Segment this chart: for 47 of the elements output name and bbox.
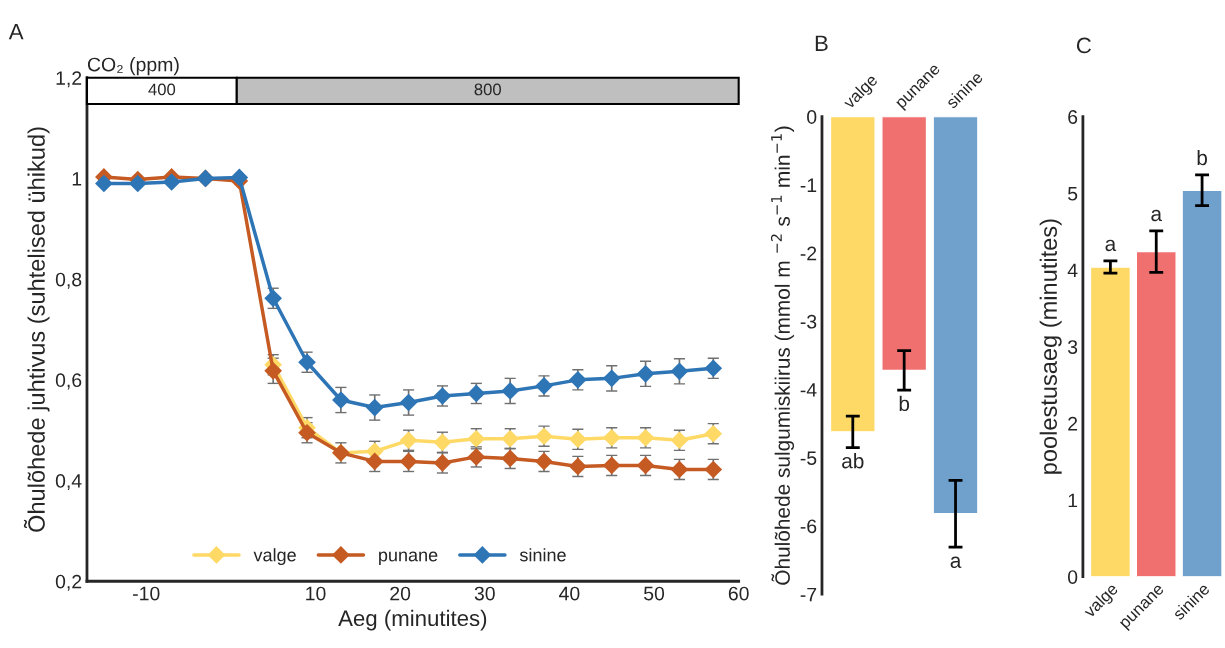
y-tick-label: 1,2 [56, 71, 82, 88]
y-tick-label: 0,4 [55, 474, 82, 491]
x-tick-label: 10 [306, 586, 326, 601]
y-tick-label: 4 [1067, 263, 1078, 278]
x-tick-label: 30 [474, 586, 495, 601]
annotation: ab [842, 453, 864, 469]
y-axis-title: poolestusaeg (minutites) [1039, 219, 1062, 474]
x-tick-label: -10 [133, 586, 160, 601]
annotation: a [1105, 239, 1117, 252]
annotation: a [1151, 209, 1163, 222]
x-tick-label: 50 [644, 586, 665, 601]
legend-label: sinine [519, 548, 566, 562]
y-tick-label: -4 [800, 383, 817, 397]
y-tick-label: -5 [800, 451, 817, 465]
annotation: b [1197, 149, 1207, 166]
y-tick-label: 0 [1067, 570, 1078, 584]
chart-title: C [1076, 37, 1091, 54]
y-tick-label: 0,2 [55, 574, 82, 591]
y-tick-label: -7 [800, 587, 817, 602]
y-tick-label: 1 [72, 172, 82, 186]
x-tick-label: 60 [728, 586, 749, 601]
y-tick-label: 3 [1067, 340, 1078, 354]
y-tick-label: -6 [800, 519, 817, 534]
y-tick-label: 6 [1068, 110, 1078, 124]
y-tick-label: 1 [1068, 493, 1078, 508]
band-label: 800 [474, 83, 501, 96]
y-tick-label: -2 [800, 246, 817, 261]
y-tick-label: 0 [807, 110, 817, 124]
annotation: b [899, 395, 910, 412]
y-tick-label: -1 [800, 178, 817, 192]
x-axis-title: Aeg (minutites) [338, 609, 487, 631]
band-label: 400 [148, 83, 176, 96]
y-tick-label: 5 [1068, 186, 1078, 201]
chart-title: A [8, 23, 24, 40]
chart-title: B [815, 35, 828, 51]
y-axis-title: Õhulõhede juhtivus (suhtelised ühikud) [23, 127, 50, 532]
annotation: a [950, 556, 962, 568]
y-tick-label: 2 [1068, 416, 1078, 431]
y-tick-label: 0,6 [55, 373, 82, 390]
y-tick-label: 0,8 [55, 272, 82, 289]
y-axis-title: Õhulõhede sulgumiskiirus (mmol m $^{−2}$ s$^{−1}$ min$^{−1}$) [770, 126, 795, 585]
x-tick-label: 20 [390, 586, 411, 601]
legend-label: valge [253, 548, 296, 566]
text: CO₂ (ppm) [87, 57, 179, 76]
x-tick-label: 40 [559, 586, 580, 601]
legend-label: punane [379, 551, 438, 566]
y-tick-label: -3 [800, 314, 817, 329]
